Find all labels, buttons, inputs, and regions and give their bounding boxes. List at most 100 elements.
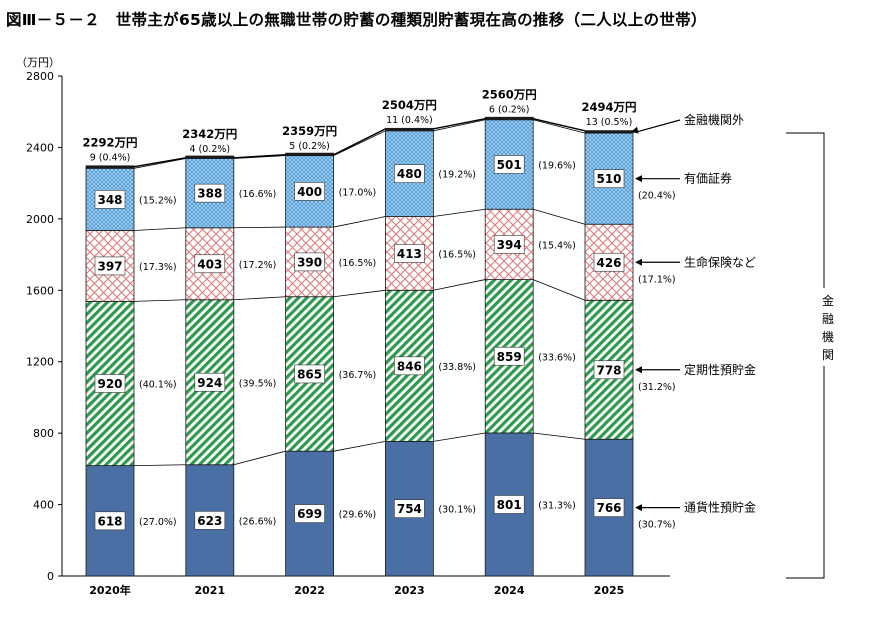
value-label-box: [94, 256, 126, 276]
value-label: 846: [397, 359, 422, 373]
value-label: 865: [297, 367, 322, 381]
connector-line: [433, 279, 486, 291]
value-label-box: [194, 372, 226, 392]
legend-arrowhead-life: [635, 258, 642, 266]
value-label: 390: [297, 255, 322, 269]
legend-arrow-other: [636, 119, 681, 133]
legend-label-other: 金融機関外: [684, 112, 744, 127]
value-label-box: [493, 155, 525, 174]
legend-label-life: 生命保険など: [684, 254, 756, 269]
connector-line: [333, 130, 386, 157]
value-label: 480: [397, 167, 422, 181]
value-label-box: [493, 235, 525, 254]
connector-line: [533, 117, 586, 132]
legend-label-time: 定期性預貯金: [684, 362, 756, 377]
x-tick-label: 2023: [394, 584, 425, 597]
value-label-box: [194, 254, 226, 274]
value-label: 403: [197, 257, 222, 271]
value-label: 394: [497, 238, 522, 252]
bar-segment-other: [185, 155, 235, 159]
bracket-label-char: 関: [822, 348, 834, 362]
bracket-label-char: 金: [822, 293, 834, 308]
value-label: 801: [497, 498, 522, 512]
value-label: 413: [397, 247, 422, 261]
total-label: 2560万円: [482, 88, 537, 102]
value-label-box: [94, 190, 126, 209]
share-label: (30.7%): [638, 520, 676, 531]
value-label: 397: [97, 259, 122, 273]
share-label: (17.1%): [638, 274, 676, 285]
value-label-box: [294, 182, 325, 201]
other-value-label: 5 (0.2%): [289, 141, 330, 152]
connector-line: [233, 226, 286, 229]
y-tick-label: 2800: [26, 70, 54, 83]
connector-line: [333, 216, 386, 228]
total-label: 2494万円: [581, 100, 636, 114]
y-tick-label: 800: [33, 427, 54, 440]
share-label: (19.6%): [538, 160, 576, 171]
share-label: (19.2%): [438, 170, 476, 181]
y-tick-label: 2000: [26, 213, 54, 226]
share-label: (31.3%): [538, 500, 576, 511]
total-label: 2342万円: [182, 127, 237, 141]
value-label: 924: [197, 376, 222, 390]
value-label: 501: [497, 158, 522, 172]
x-tick-label: 2024: [494, 584, 525, 597]
legend-arrowhead-time: [635, 366, 642, 374]
chart-title: 図Ⅲ－５－２ 世帯主が65歳以上の無職世帯の貯蓄の種類別貯蓄現在高の推移（二人以…: [6, 11, 707, 29]
bar-segment-other: [384, 127, 434, 132]
other-value-label: 6 (0.2%): [489, 105, 530, 116]
connector-line: [133, 157, 186, 168]
connector-line: [133, 227, 186, 231]
bar-segment-other: [584, 130, 634, 134]
legend-arrowhead-other: [631, 126, 639, 134]
connector-line: [233, 155, 286, 159]
share-label: (31.2%): [638, 382, 676, 393]
connector-line: [433, 119, 486, 132]
share-label: (15.4%): [538, 240, 576, 251]
value-label-box: [493, 346, 525, 366]
share-label: (40.1%): [139, 380, 177, 391]
value-label-box: [593, 360, 625, 380]
share-label: (26.6%): [239, 516, 277, 527]
y-tick-label: 400: [33, 499, 54, 512]
share-label: (17.0%): [339, 187, 377, 198]
value-label-box: [394, 164, 425, 183]
y-tick-label: 2400: [26, 141, 54, 154]
value-label-box: [593, 498, 625, 517]
connector-line: [433, 208, 486, 217]
x-tick-label: 2020年: [89, 583, 131, 597]
other-value-label: 4 (0.2%): [189, 144, 230, 155]
share-label: (33.6%): [538, 352, 576, 363]
connector-line: [233, 154, 286, 159]
value-label-box: [294, 252, 325, 272]
value-label-box: [94, 374, 126, 393]
connector-line: [133, 158, 186, 169]
x-tick-label: 2022: [294, 584, 325, 597]
value-label: 859: [497, 350, 522, 364]
share-label: (29.6%): [339, 510, 377, 521]
legend-arrowhead-sec: [635, 175, 642, 183]
value-label-box: [194, 183, 226, 203]
value-label: 778: [596, 363, 621, 377]
share-label: (39.5%): [239, 378, 277, 389]
legend-label-sec: 有価証券: [684, 171, 732, 186]
total-label: 2359万円: [282, 124, 337, 138]
bracket-label-char: 融: [822, 312, 834, 326]
connector-line: [333, 440, 386, 452]
other-value-label: 11 (0.4%): [386, 115, 433, 126]
share-label: (16.5%): [339, 258, 377, 269]
value-label: 623: [197, 514, 222, 528]
share-label: (17.3%): [139, 262, 177, 273]
value-label-box: [294, 364, 325, 384]
legend-label-cash: 通貨性預貯金: [684, 500, 756, 515]
value-label-box: [394, 356, 425, 376]
total-label: 2292万円: [82, 136, 137, 150]
x-tick-label: 2021: [194, 584, 225, 597]
share-label: (15.2%): [139, 195, 177, 206]
bar-segment-life: [85, 230, 135, 302]
x-tick-label: 2025: [594, 584, 625, 597]
connector-line: [333, 289, 386, 298]
y-tick-label: 1600: [26, 284, 54, 297]
connector-line: [533, 119, 586, 134]
